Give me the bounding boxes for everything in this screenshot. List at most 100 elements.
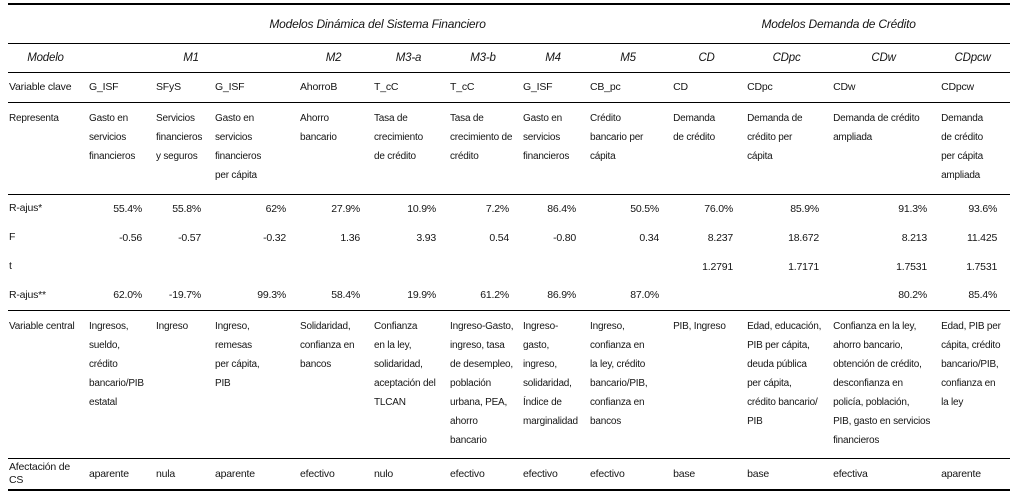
rajus1-cell: 85.9% — [790, 202, 820, 215]
vcentral-cell: Ingreso, confianza en la ley, crédito ba… — [589, 310, 673, 459]
afectacion-cell: base — [672, 458, 747, 491]
afectacion-cell: efectivo — [522, 458, 589, 491]
vclave-cell: CB_pc — [589, 72, 673, 103]
f-cell: 11.425 — [966, 231, 998, 244]
model-header-m5: M5 — [589, 43, 673, 73]
representa-cell: Gasto en servicios financieros — [88, 102, 155, 195]
vcentral-cell: Edad, PIB per cápita, crédito bancario/P… — [940, 310, 1011, 459]
afectacion-cell: nula — [155, 458, 214, 491]
row-label-t: t — [9, 260, 12, 272]
row-label-variable-clave: Variable clave — [8, 72, 88, 103]
empty-corner-cell — [8, 4, 88, 44]
afectacion-cell: efectivo — [589, 458, 673, 491]
representa-cell: Demanda de crédito — [672, 102, 747, 195]
representa-cell: Demanda de crédito ampliada — [832, 102, 941, 195]
vclave-cell: AhorroB — [299, 72, 373, 103]
group-title-credit: Modelos Demanda de Crédito — [672, 4, 1011, 44]
rajus2-cell: 86.9% — [522, 281, 589, 311]
t-cell — [299, 252, 373, 281]
row-model-headers: Modelo M1 M2 M3-a M3-b M4 M5 CD CDpc CDw… — [8, 43, 1011, 73]
f-cell: 0.54 — [489, 231, 509, 244]
model-header-cd: CD — [672, 43, 747, 73]
row-afectacion: Afectación de CS aparente nula aparente … — [8, 458, 1011, 491]
representa-cell: Tasa de crecimiento de crédito — [373, 102, 449, 195]
model-header-m3b: M3-b — [449, 43, 522, 73]
vcentral-cell: Edad, educación, PIB per cápita, deuda p… — [746, 310, 833, 459]
row-label-variable-central: Variable central — [8, 310, 88, 459]
row-label-representa: Representa — [8, 102, 88, 195]
row-group-headers: Modelos Dinámica del Sistema Financiero … — [8, 4, 1011, 44]
rajus1-cell: 62% — [265, 202, 287, 215]
row-variable-clave: Variable clave G_ISF SFyS G_ISF AhorroB … — [8, 72, 1011, 103]
afectacion-cell: efectivo — [299, 458, 373, 491]
model-header-cdpc: CDpc — [746, 43, 833, 73]
rajus2-cell — [672, 281, 747, 311]
vclave-cell: G_ISF — [88, 72, 155, 103]
rajus1-cell: 91.3% — [898, 202, 928, 215]
representa-cell: Gasto en servicios financieros per cápit… — [214, 102, 299, 195]
rajus1-cell: 76.0% — [704, 202, 734, 215]
t-cell — [449, 252, 522, 281]
vclave-cell: CD — [672, 72, 747, 103]
vcentral-cell: Confianza en la ley, ahorro bancario, ob… — [832, 310, 941, 459]
vclave-cell: T_cC — [449, 72, 522, 103]
f-cell: -0.80 — [553, 231, 576, 244]
representa-cell: Ahorro bancario — [299, 102, 373, 195]
rajus2-cell: 85.4% — [940, 281, 1011, 311]
rajus1-cell: 27.9% — [331, 202, 360, 215]
row-r-ajus1: R-ajus* 55.4% 55.8% 62% 27.9% 10.9% 7.2%… — [8, 194, 1010, 223]
row-label-afectacion: Afectación de CS — [8, 458, 88, 491]
afectacion-cell: efectiva — [832, 458, 941, 491]
row-f: F -0.56 -0.57 -0.32 1.36 3.93 0.54 -0.80… — [8, 223, 1010, 252]
t-cell — [155, 252, 214, 281]
vcentral-cell: Confianza en la ley, solidaridad, acepta… — [373, 310, 449, 459]
t-cell: 1.2791 — [702, 260, 734, 273]
row-variable-central: Variable central Ingresos, sueldo, crédi… — [8, 310, 1011, 459]
model-header-cdw: CDw — [832, 43, 941, 73]
f-cell: 8.213 — [901, 231, 928, 244]
model-header-m4: M4 — [522, 43, 589, 73]
vcentral-cell: PIB, Ingreso — [672, 310, 747, 459]
vclave-cell: CDpc — [746, 72, 833, 103]
vcentral-cell: Ingreso-Gasto, ingreso, tasa de desemple… — [449, 310, 522, 459]
f-cell: 3.93 — [416, 231, 436, 244]
rajus2-cell: 61.2% — [449, 281, 522, 311]
vclave-cell: G_ISF — [522, 72, 589, 103]
vcentral-cell: Ingreso, remesas per cápita, PIB — [214, 310, 299, 459]
f-cell: 18.672 — [788, 231, 820, 244]
rajus1-cell: 7.2% — [485, 202, 509, 215]
representa-cell: Tasa de crecimiento de crédito — [449, 102, 522, 195]
f-cell: 8.237 — [707, 231, 734, 244]
rajus1-cell: 86.4% — [547, 202, 576, 215]
representa-cell: Gasto en servicios financieros — [522, 102, 589, 195]
t-cell: 1.7531 — [966, 260, 998, 273]
rajus2-cell: 62.0% — [88, 281, 155, 311]
t-cell — [589, 252, 672, 281]
representa-cell: Demanda de crédito per cápita ampliada — [940, 102, 1011, 195]
t-cell: 1.7171 — [788, 260, 820, 273]
afectacion-cell: nulo — [373, 458, 449, 491]
rajus2-cell: 99.3% — [214, 281, 299, 311]
model-header-m3a: M3-a — [373, 43, 449, 73]
afectacion-cell: aparente — [214, 458, 299, 491]
model-header-m2: M2 — [299, 43, 373, 73]
row-label-f: F — [9, 231, 16, 243]
afectacion-cell: aparente — [940, 458, 1011, 491]
rajus1-cell: 55.4% — [113, 202, 142, 215]
models-comparison-table: Modelos Dinámica del Sistema Financiero … — [8, 3, 1011, 491]
rajus2-cell: 80.2% — [832, 281, 941, 311]
vclave-cell: T_cC — [373, 72, 449, 103]
row-representa: Representa Gasto en servicios financiero… — [8, 102, 1011, 195]
afectacion-cell: aparente — [88, 458, 155, 491]
row-label-modelo: Modelo — [8, 43, 88, 73]
row-label-r-ajus1: R-ajus* — [9, 202, 43, 215]
f-cell: -0.57 — [178, 231, 201, 244]
rajus1-cell: 50.5% — [630, 202, 660, 215]
representa-cell: Demanda de crédito per cápita — [746, 102, 833, 195]
t-cell — [522, 252, 589, 281]
rajus2-cell: 58.4% — [299, 281, 373, 311]
f-cell: -0.32 — [263, 231, 286, 244]
representa-cell: Crédito bancario per cápita — [589, 102, 673, 195]
vcentral-cell: Ingresos, sueldo, crédito bancario/PIB e… — [88, 310, 155, 459]
